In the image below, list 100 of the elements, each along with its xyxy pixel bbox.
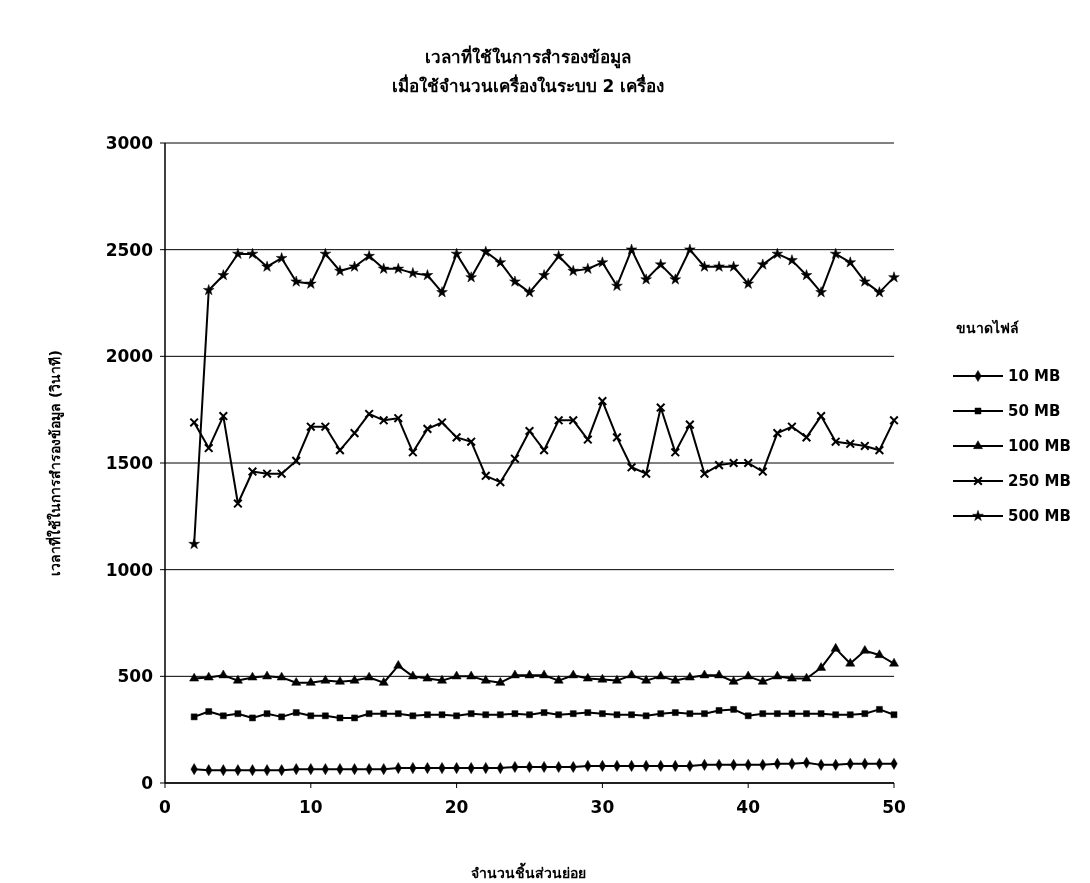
point: [889, 415, 899, 426]
point: [640, 273, 652, 285]
point: [319, 248, 332, 259]
point: [495, 677, 506, 686]
point: [247, 671, 258, 681]
point: [188, 538, 200, 549]
point: [596, 256, 609, 268]
point: [524, 426, 535, 436]
point: [772, 428, 783, 438]
point: [189, 417, 199, 428]
point: [217, 269, 229, 281]
point: [847, 711, 854, 718]
chart-subtitle: เมื่อใช้จำนวนเครื่องในระบบ 2 เครื่อง: [391, 74, 665, 96]
point: [569, 710, 577, 717]
y-axis-title: เวลาที่ใช้ในการสำรองข้อมูล (วินาที): [45, 350, 64, 576]
point: [655, 670, 666, 680]
point: [320, 675, 331, 684]
point: [335, 676, 345, 685]
y-tick-label: 1500: [105, 452, 154, 473]
point: [276, 671, 287, 681]
point: [759, 710, 767, 717]
point: [437, 417, 447, 428]
point: [612, 675, 622, 684]
point: [611, 280, 623, 291]
point: [669, 273, 681, 285]
legend-title: ขนาดไฟล์: [956, 319, 1019, 336]
y-tick-label: 1000: [105, 559, 154, 580]
point: [263, 710, 271, 717]
point: [670, 675, 681, 684]
point: [801, 432, 812, 443]
y-tick-label: 500: [117, 666, 154, 687]
point: [234, 710, 242, 717]
point: [801, 672, 812, 682]
point: [830, 248, 842, 259]
point: [305, 421, 316, 432]
point: [568, 415, 579, 426]
point: [218, 669, 229, 679]
point: [800, 269, 813, 281]
point: [757, 466, 768, 477]
point: [845, 658, 856, 667]
point: [641, 675, 651, 684]
x-tick-label: 20: [444, 797, 469, 817]
point: [612, 432, 622, 443]
point: [655, 258, 667, 270]
x-tick-label: 30: [590, 797, 615, 817]
point: [757, 258, 769, 270]
point: [582, 434, 593, 445]
point: [482, 711, 490, 718]
point: [233, 498, 243, 509]
point: [861, 710, 869, 717]
point: [467, 710, 475, 717]
point: [685, 419, 695, 430]
point: [553, 415, 564, 426]
point: [424, 711, 431, 718]
point: [305, 677, 316, 686]
point: [451, 432, 462, 443]
point: [422, 672, 433, 682]
point: [466, 436, 477, 447]
point: [684, 243, 696, 255]
point: [538, 269, 550, 281]
point: [744, 712, 752, 720]
point: [465, 271, 477, 283]
point: [553, 250, 565, 261]
point: [276, 252, 288, 264]
point: [190, 713, 198, 721]
point: [890, 711, 898, 718]
legend-label: 100 MB: [1008, 437, 1071, 456]
point: [830, 643, 841, 652]
point: [335, 445, 345, 456]
legend-label: 500 MB: [1008, 507, 1071, 526]
point: [205, 708, 212, 715]
point: [727, 260, 740, 272]
point: [699, 669, 710, 679]
y-tick-label: 2000: [105, 346, 154, 367]
point: [540, 709, 548, 716]
point: [873, 286, 886, 298]
point: [539, 669, 549, 679]
point: [378, 677, 389, 686]
point: [816, 662, 826, 671]
point: [686, 710, 694, 717]
point: [730, 706, 737, 713]
point: [233, 675, 243, 684]
point: [203, 671, 214, 681]
point: [728, 676, 739, 685]
point: [320, 421, 331, 432]
point: [351, 714, 358, 722]
point: [261, 260, 273, 272]
y-tick-label: 2500: [105, 239, 154, 260]
point: [336, 714, 344, 722]
point: [363, 250, 375, 261]
point: [480, 470, 491, 481]
chart-title: เวลาที่ใช้ในการสำรองข้อมูล: [425, 45, 631, 69]
point: [888, 271, 900, 283]
point: [203, 443, 214, 453]
point: [786, 254, 798, 266]
point: [247, 466, 258, 477]
point: [728, 458, 739, 468]
point: [291, 456, 302, 466]
point: [450, 248, 463, 259]
point: [364, 671, 374, 681]
